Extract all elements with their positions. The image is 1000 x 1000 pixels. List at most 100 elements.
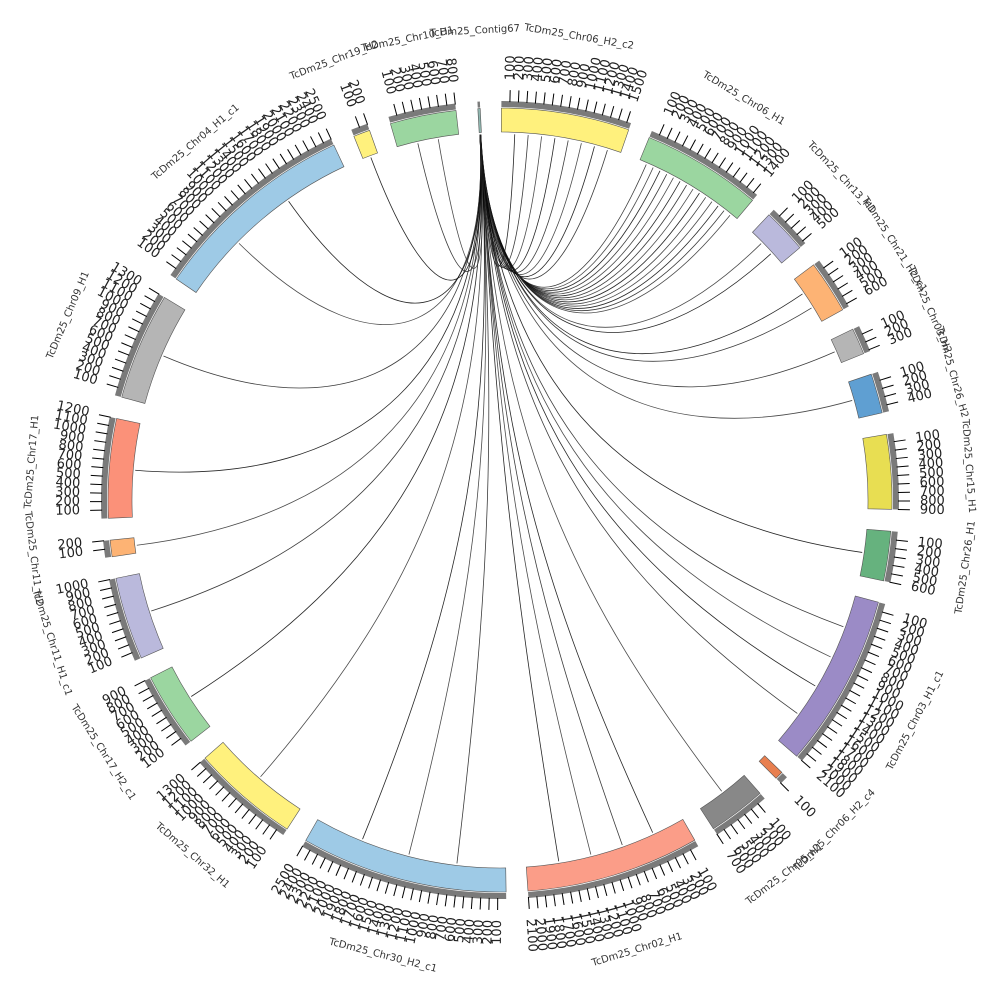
tick-tcdm25-chr17-h1-700 xyxy=(92,457,105,460)
tick-tcdm25-chr06-h2-c2-600 xyxy=(551,93,555,106)
segment-strip-tcdm25-chr11-h1-c1 xyxy=(109,578,141,661)
segment-tcdm25-chr09-h1 xyxy=(121,297,186,404)
tick-tcdm25-chr02-h1-1000 xyxy=(619,879,625,892)
tick-tcdm25-chr17-h1-900 xyxy=(94,440,107,443)
tick-tcdm25-chr13-h1-500 xyxy=(802,233,812,242)
tick-label-tcdm25-chr02-h1-2000: 2000 xyxy=(531,917,549,951)
tick-tcdm25-chr09-h1-600 xyxy=(121,342,133,348)
tick-tcdm25-chr06-h1-200 xyxy=(666,127,673,139)
tick-tcdm25-chr26-h2-100 xyxy=(879,376,892,381)
tick-tcdm25-chr06-h2-c2-300 xyxy=(526,90,529,103)
tick-tcdm25-chr30-h2-c1-1600 xyxy=(368,876,373,889)
segment-tcdm25-chr03-h2 xyxy=(830,328,865,363)
tick-tcdm25-chr04-h1-c1-1300 xyxy=(237,184,246,195)
ticks-layer: 1002003004005006007008009001000110012001… xyxy=(52,55,945,952)
tick-label-tcdm25-chr26-h1-600: 600 xyxy=(909,579,936,599)
tick-tcdm25-chr17-h2-c1-700 xyxy=(142,695,154,702)
segment-tcdm25-chr03-h1-c1 xyxy=(778,595,879,757)
tick-tcdm25-chr02-h1-1300 xyxy=(595,886,599,899)
tick-tcdm25-chr30-h2-c1-300 xyxy=(479,897,482,910)
tick-label-tcdm25-chr03-h1-c1-200: 200 xyxy=(898,620,926,642)
tick-tcdm25-chr30-h2-c1-600 xyxy=(453,895,456,908)
segment-tcdm25-contig67 xyxy=(477,108,482,133)
link-tcdm25-contig67-to-tcdm25-chr03-h1-c1 xyxy=(480,134,816,687)
tick-tcdm25-chr06-h1-600 xyxy=(696,143,704,155)
tick-tcdm25-chr17-h1-800 xyxy=(93,448,106,452)
tick-tcdm25-chr30-h2-c1-800 xyxy=(436,893,439,906)
tick-tcdm25-chr17-h1-1200 xyxy=(98,414,111,418)
segment-label-tcdm25-chr26-h1: TcDm25_Chr26_H1 xyxy=(953,520,978,616)
segment-strip-tcdm25-chr06-h2-c4 xyxy=(776,773,787,784)
tick-tcdm25-chr11-h2-100 xyxy=(93,548,106,552)
tick-tcdm25-chr32-h1-100 xyxy=(269,829,278,840)
tick-label-tcdm25-chr06-h2-c2-200: 200 xyxy=(512,55,528,80)
tick-tcdm25-chr11-h1-c1-100 xyxy=(121,652,133,658)
tick-tcdm25-chr17-h2-c1-100 xyxy=(171,737,182,746)
segment-strip-tcdm25-contig67 xyxy=(477,101,481,108)
tick-tcdm25-chr02-h1-400 xyxy=(667,860,674,873)
segment-label-tcdm25-contig67: TcDm25_Contig67 xyxy=(428,23,520,39)
link-tcdm25-contig67-to-tcdm25-chr04-h1-c1 xyxy=(238,134,482,325)
tick-tcdm25-chr13-h1-100 xyxy=(778,207,788,217)
tick-tcdm25-chr09-h1-1100 xyxy=(140,302,152,310)
segment-tcdm25-chr11-h1-c1 xyxy=(115,573,164,659)
tick-tcdm25-chr03-h1-c1-900 xyxy=(857,674,869,681)
tick-tcdm25-chr04-h1-c1-500 xyxy=(187,233,198,243)
segment-strip-tcdm25-chr13-h1 xyxy=(769,209,806,248)
tick-label-tcdm25-chr06-h2-c2-500: 500 xyxy=(539,57,557,83)
tick-tcdm25-chr09-h1-300 xyxy=(111,366,124,372)
tick-tcdm25-chr09-h1-200 xyxy=(109,375,121,380)
tick-tcdm25-chr06-h1-1300 xyxy=(746,177,755,188)
tick-label-tcdm25-chr06-h2-c2-100: 100 xyxy=(503,55,519,80)
tick-tcdm25-chr21-h2-c1-200 xyxy=(828,267,839,276)
tick-label-tcdm25-chr26-h1-400: 400 xyxy=(913,562,940,581)
segment-tcdm25-chr10-h1 xyxy=(390,110,460,148)
segment-strip-tcdm25-chr21-h2-c1 xyxy=(814,260,849,310)
tick-tcdm25-chr04-h1-c1-600 xyxy=(193,227,203,236)
tick-tcdm25-chr21-h2-c1-600 xyxy=(846,297,857,305)
tick-label-tcdm25-chr06-h2-c2-400: 400 xyxy=(530,56,547,82)
tick-label-tcdm25-chr30-h2-c1-900: 900 xyxy=(414,912,433,939)
tick-tcdm25-chr30-h2-c1-1700 xyxy=(359,874,365,886)
tick-tcdm25-chr09-h1-400 xyxy=(114,358,127,364)
tick-label-tcdm25-chr17-h1-900: 900 xyxy=(59,428,86,446)
tick-label-tcdm25-chr30-h2-c1-600: 600 xyxy=(443,916,461,942)
segment-tcdm25-chr13-h1 xyxy=(752,214,801,264)
tick-tcdm25-chr17-h1-1000 xyxy=(95,431,108,435)
tick-tcdm25-chr32-h1-400 xyxy=(248,814,257,825)
tick-tcdm25-chr26-h2-400 xyxy=(886,401,899,406)
link-tcdm25-contig67-to-tcdm25-chr10-h1 xyxy=(437,134,483,269)
segment-tcdm25-chr26-h1 xyxy=(859,528,892,582)
tick-label-tcdm25-chr10-h1-400: 400 xyxy=(405,62,425,89)
segment-strip-tcdm25-chr11-h2 xyxy=(103,540,112,558)
tick-tcdm25-chr32-h1-1200 xyxy=(196,768,207,777)
tick-label-tcdm25-chr30-h2-c1-300: 300 xyxy=(471,919,487,945)
tick-tcdm25-chr04-h1-c1-1900 xyxy=(279,153,288,165)
tick-tcdm25-chr17-h2-c1-800 xyxy=(138,687,150,695)
tick-label-tcdm25-chr15-h1-700: 700 xyxy=(920,484,945,499)
tick-label-tcdm25-chr11-h2-200: 200 xyxy=(57,536,83,553)
tick-tcdm25-chr10-h1-800 xyxy=(453,92,456,105)
tick-tcdm25-chr30-h2-c1-500 xyxy=(462,896,465,909)
segment-strip-tcdm25-chr06-h2-c2 xyxy=(501,101,632,129)
link-tcdm25-contig67-to-tcdm25-chr02-h1 xyxy=(480,134,592,855)
segment-label-tcdm25-chr26-h2: TcDm25_Chr26_H2 xyxy=(933,325,969,420)
tick-tcdm25-chr30-h2-c1-700 xyxy=(444,894,448,907)
tick-tcdm25-chr11-h1-c1-900 xyxy=(100,587,112,591)
tick-tcdm25-chr21-h2-c1-300 xyxy=(832,275,844,283)
tick-tcdm25-chr02-h1-2100 xyxy=(527,896,530,909)
segment-tcdm25-chr17-h2-c1 xyxy=(150,666,211,742)
tick-tcdm25-chr32-h1-300 xyxy=(255,819,264,830)
tick-tcdm25-chr03-h1-c1-200 xyxy=(879,619,892,625)
tick-tcdm25-chr15-h1-300 xyxy=(895,456,908,460)
tick-tcdm25-chr17-h1-500 xyxy=(90,474,103,477)
tick-label-tcdm25-chr17-h1-300: 300 xyxy=(55,485,80,500)
tick-tcdm25-chr30-h2-c1-2100 xyxy=(327,861,334,873)
tick-label-tcdm25-chr10-h1-700: 700 xyxy=(433,58,451,85)
segment-strip-tcdm25-chr32-h1 xyxy=(199,758,287,835)
tick-tcdm25-chr04-h1-c1-1200 xyxy=(230,190,240,200)
tick-tcdm25-chr06-h2-c2-800 xyxy=(568,96,572,109)
tick-tcdm25-chr21-h2-c1-400 xyxy=(837,282,849,290)
link-tcdm25-contig67-to-tcdm25-chr02-h1 xyxy=(479,134,623,846)
